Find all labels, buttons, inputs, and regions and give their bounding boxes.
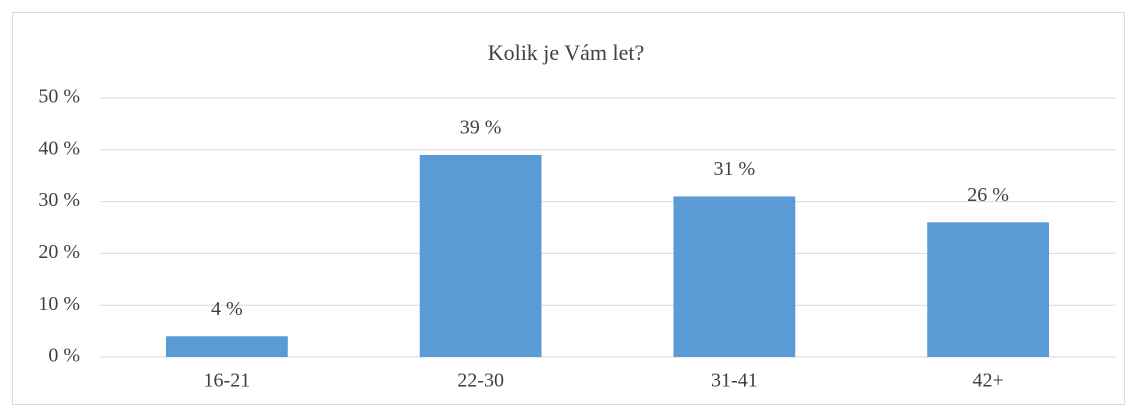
data-label: 31 % (714, 158, 756, 180)
data-label: 4 % (211, 298, 243, 320)
chart-title: Kolik je Vám let? (488, 40, 645, 65)
data-label: 26 % (967, 184, 1009, 206)
x-tick-label: 31-41 (711, 370, 758, 392)
bar (673, 196, 796, 357)
bar (165, 336, 288, 357)
x-tick-label: 42+ (972, 370, 1003, 392)
y-tick-label: 30 % (38, 189, 80, 211)
x-tick-label: 22-30 (457, 370, 504, 392)
bar (419, 154, 542, 357)
y-tick-label: 10 % (38, 293, 80, 315)
y-tick-label: 20 % (38, 241, 80, 263)
y-tick-label: 0 % (48, 345, 80, 367)
y-tick-label: 50 % (38, 86, 80, 108)
bar (927, 222, 1050, 357)
x-tick-label: 16-21 (204, 370, 251, 392)
y-tick-label: 40 % (38, 137, 80, 159)
data-label: 39 % (460, 117, 502, 139)
